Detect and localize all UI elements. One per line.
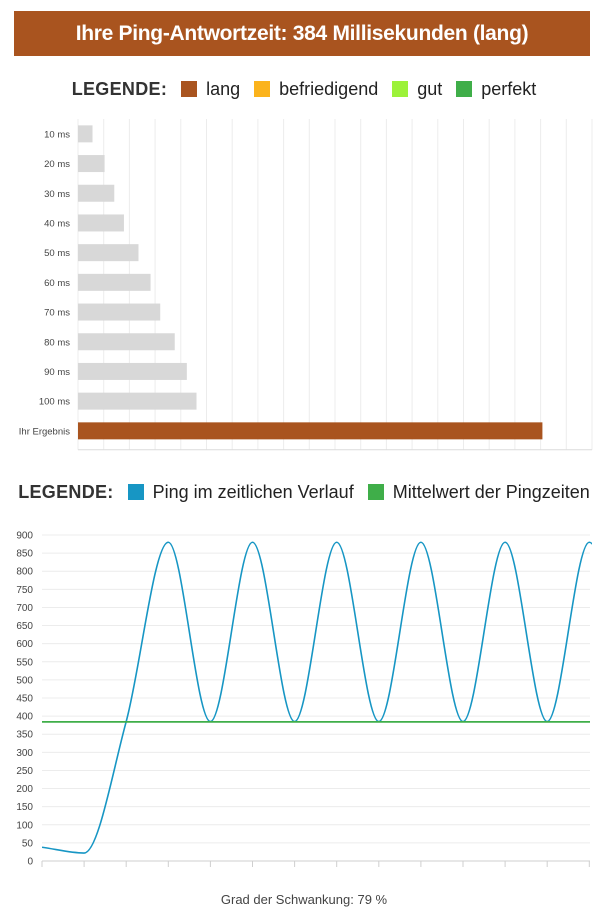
category-label: 10 ms — [44, 129, 70, 140]
category-label: 40 ms — [44, 218, 70, 229]
y-tick-label: 50 — [22, 838, 34, 849]
reference-bar — [78, 214, 124, 232]
legend-title: LEGENDE: — [71, 78, 168, 99]
y-tick-label: 850 — [16, 549, 33, 560]
reference-bar — [78, 125, 93, 143]
legend-title: LEGENDE: — [18, 481, 114, 502]
y-tick-label: 400 — [16, 712, 33, 723]
reference-bar — [78, 273, 151, 291]
category-label: 70 ms — [44, 308, 70, 319]
legend-item-befriedigend: befriedigend — [254, 79, 378, 100]
y-tick-label: 600 — [16, 639, 33, 650]
reference-bar — [78, 303, 161, 321]
y-tick-label: 250 — [16, 766, 33, 777]
y-tick-label: 200 — [16, 784, 33, 795]
legend-label: lang — [206, 78, 241, 99]
legend-swatch — [254, 81, 271, 97]
y-tick-label: 750 — [16, 585, 33, 596]
y-tick-label: 550 — [16, 657, 33, 668]
ping-history-line-chart: 0 50 100 150 200 250 300 350 400 450 500 550 600 650 7… — [16, 531, 592, 868]
category-label: Ihr Ergebnis — [19, 426, 70, 437]
y-tick-label: 0 — [27, 857, 33, 868]
legend-label: perfekt — [481, 78, 537, 99]
legend-swatch — [127, 484, 144, 500]
legend-rating: LEGENDE: lang befriedigend gut perfekt — [0, 76, 608, 102]
fluctuation-readout: Grad der Schwankung: 79 % — [0, 892, 608, 907]
legend-item-gut: gut — [392, 79, 442, 100]
legend-label: gut — [417, 78, 443, 99]
legend-item-perfekt: perfekt — [456, 79, 536, 100]
y-tick-label: 800 — [16, 567, 33, 578]
legend-item-ping: Ping im zeitlichen Verlauf — [127, 481, 354, 503]
reference-bar — [78, 333, 175, 351]
y-tick-label: 100 — [16, 820, 33, 831]
result-bar — [78, 422, 543, 440]
legend-swatch — [367, 484, 384, 500]
legend-swatch — [456, 81, 473, 97]
legend-label: Mittelwert der Pingzeiten — [392, 481, 590, 502]
category-label: 100 ms — [39, 397, 70, 408]
y-tick-label: 700 — [16, 603, 33, 614]
category-label: 90 ms — [44, 367, 70, 378]
legend-label: Ping im zeitlichen Verlauf — [152, 481, 354, 502]
category-label: 50 ms — [44, 248, 70, 259]
y-tick-label: 300 — [16, 748, 33, 759]
ping-comparison-bar-chart: 10 ms 20 ms 30 ms 40 ms 50 ms 60 ms 70 ms 80 ms… — [19, 119, 593, 451]
legend-item-lang: lang — [181, 79, 240, 100]
y-tick-label: 350 — [16, 730, 33, 741]
legend-item-mean: Mittelwert der Pingzeiten — [367, 481, 590, 503]
y-tick-label: 500 — [16, 675, 33, 686]
legend-swatch — [392, 81, 409, 97]
y-tick-label: 900 — [16, 531, 33, 542]
legend-label: befriedigend — [279, 78, 379, 99]
category-label: 60 ms — [44, 278, 70, 289]
reference-bar — [78, 392, 197, 410]
page-title: Ihre Ping-Antwortzeit: 384 Millisekunden… — [75, 21, 529, 45]
reference-bar — [78, 184, 115, 202]
y-tick-label: 450 — [16, 694, 33, 705]
ping-series-line — [42, 541, 592, 854]
category-label: 20 ms — [44, 159, 70, 170]
y-tick-label: 650 — [16, 621, 33, 632]
result-banner: Ihre Ping-Antwortzeit: 384 Millisekunden… — [14, 11, 590, 56]
category-label: 30 ms — [44, 189, 70, 200]
fluctuation-text: Grad der Schwankung: 79 % — [220, 892, 388, 907]
category-label: 80 ms — [44, 337, 70, 348]
y-tick-label: 150 — [16, 802, 33, 813]
legend-history: LEGENDE: Ping im zeitlichen Verlauf Mitt… — [0, 479, 608, 505]
reference-bar — [78, 362, 187, 380]
reference-bar — [78, 155, 105, 173]
reference-bar — [78, 244, 139, 262]
legend-swatch — [181, 81, 198, 97]
